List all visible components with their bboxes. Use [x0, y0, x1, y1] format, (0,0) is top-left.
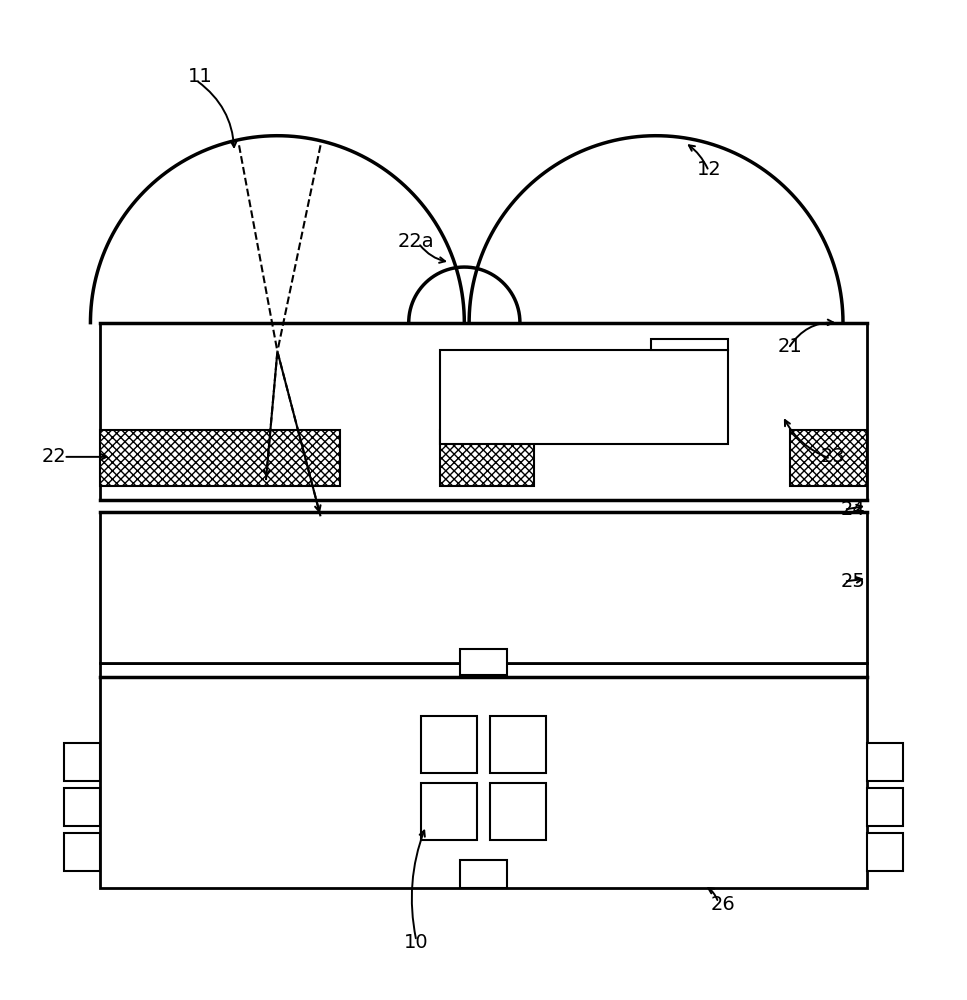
- Text: 21: 21: [777, 337, 803, 356]
- Bar: [867, 833, 903, 871]
- Bar: [459, 859, 508, 888]
- Bar: [440, 350, 728, 444]
- Bar: [790, 430, 867, 486]
- Text: 24: 24: [840, 500, 864, 519]
- Text: 23: 23: [821, 447, 846, 466]
- Bar: [64, 788, 100, 826]
- Bar: [100, 512, 867, 663]
- Bar: [422, 783, 477, 840]
- Bar: [100, 430, 339, 486]
- Bar: [867, 788, 903, 826]
- Bar: [64, 833, 100, 871]
- Bar: [440, 430, 535, 486]
- Bar: [64, 743, 100, 781]
- Text: 22a: 22a: [398, 232, 435, 251]
- Bar: [100, 323, 867, 500]
- Bar: [459, 649, 508, 675]
- Text: 26: 26: [711, 895, 736, 914]
- Text: 10: 10: [404, 933, 428, 952]
- Bar: [422, 716, 477, 773]
- Bar: [490, 783, 545, 840]
- Text: 11: 11: [189, 67, 213, 86]
- Bar: [100, 663, 867, 888]
- Bar: [651, 339, 728, 350]
- Bar: [490, 716, 545, 773]
- Text: 12: 12: [696, 160, 721, 179]
- Text: 25: 25: [840, 572, 865, 591]
- Bar: [867, 743, 903, 781]
- Text: 22: 22: [42, 447, 67, 466]
